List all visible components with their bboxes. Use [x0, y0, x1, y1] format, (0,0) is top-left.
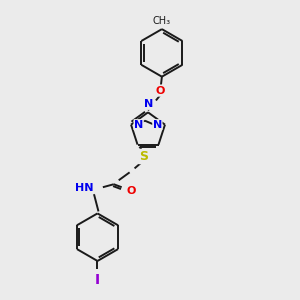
- Text: O: O: [127, 186, 136, 196]
- Text: S: S: [139, 150, 148, 163]
- Text: N: N: [134, 120, 143, 130]
- Text: O: O: [155, 85, 165, 96]
- Text: CH₃: CH₃: [153, 16, 171, 26]
- Text: N: N: [144, 99, 154, 110]
- Text: I: I: [95, 273, 100, 287]
- Text: N: N: [153, 120, 162, 130]
- Text: HN: HN: [75, 183, 94, 193]
